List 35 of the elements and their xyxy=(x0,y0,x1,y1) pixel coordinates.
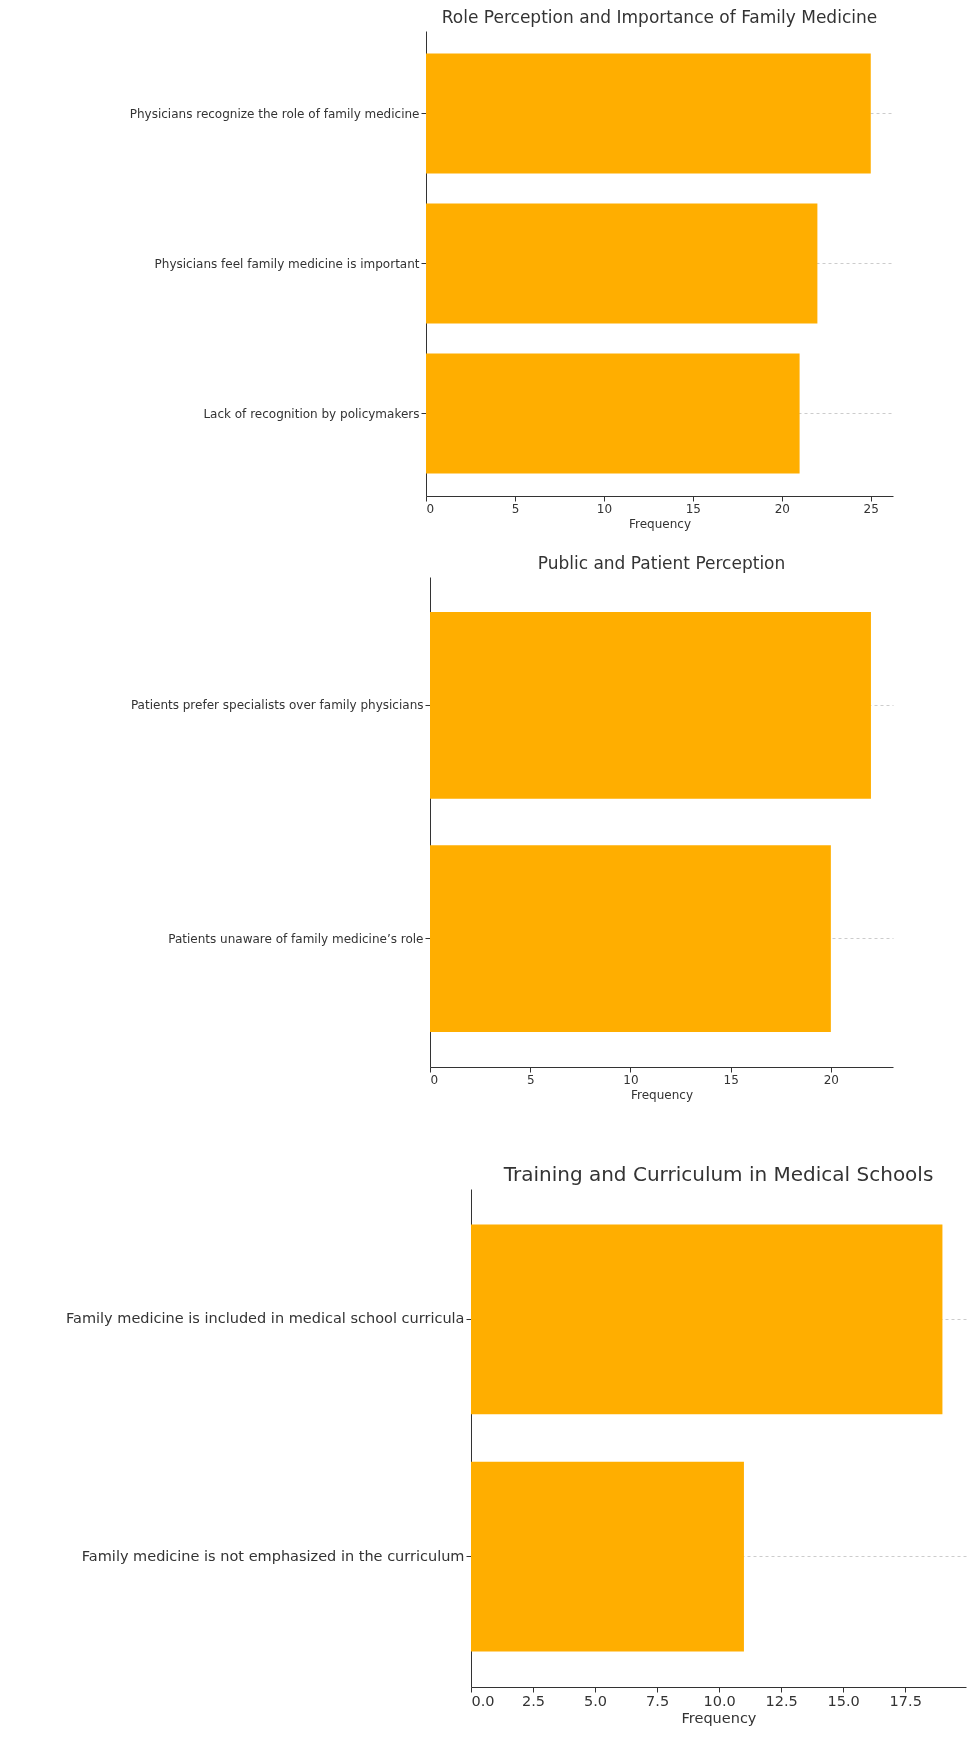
x-tick-label: 25 xyxy=(863,501,879,516)
x-tick-label: 10 xyxy=(623,1072,639,1087)
x-tick-label: 12.5 xyxy=(765,1692,798,1709)
x-axis-title: Frequency xyxy=(681,1710,757,1726)
x-tick-label: 5.0 xyxy=(584,1692,608,1709)
bar xyxy=(426,203,818,324)
chart-title: Public and Patient Perception xyxy=(537,553,786,573)
x-tick-label: 15.0 xyxy=(827,1692,860,1709)
chart-title: Training and Curriculum in Medical Schools xyxy=(502,1162,934,1186)
y-tick-label: Physicians feel family medicine is important xyxy=(154,256,420,271)
x-axis-title: Frequency xyxy=(631,1087,693,1102)
x-tick-label: 0 xyxy=(430,1072,439,1087)
x-tick-label: 17.5 xyxy=(889,1692,922,1709)
x-tick-label: 15 xyxy=(723,1072,739,1087)
x-tick-label: 0 xyxy=(426,501,435,516)
y-tick-label: Family medicine is included in medical school curricula xyxy=(66,1310,465,1327)
x-tick-label: 2.5 xyxy=(522,1692,546,1709)
x-tick-label: 10.0 xyxy=(703,1692,736,1709)
x-tick-label: 5 xyxy=(511,501,520,516)
bar xyxy=(426,53,871,174)
x-tick-label: 10 xyxy=(596,501,613,516)
x-tick-label: 7.5 xyxy=(646,1692,670,1709)
y-tick-label: Lack of recognition by policymakers xyxy=(203,406,420,421)
x-tick-label: 20 xyxy=(774,501,790,516)
x-tick-label: 0.0 xyxy=(471,1692,495,1709)
y-tick-label: Physicians recognize the role of family medicine xyxy=(129,106,420,121)
y-tick-label: Family medicine is not emphasized in the curriculum xyxy=(81,1547,465,1564)
y-tick-label: Patients prefer specialists over family physicians xyxy=(130,698,424,713)
x-tick-label: 5 xyxy=(526,1072,535,1087)
x-axis-title: Frequency xyxy=(629,516,691,531)
y-tick-label: Patients unaware of family medicine’s role xyxy=(168,931,424,946)
x-tick-label: 15 xyxy=(685,501,701,516)
bar xyxy=(426,353,800,474)
chart-title: Role Perception and Importance of Family Medicine xyxy=(441,7,878,27)
x-tick-label: 20 xyxy=(823,1072,840,1087)
